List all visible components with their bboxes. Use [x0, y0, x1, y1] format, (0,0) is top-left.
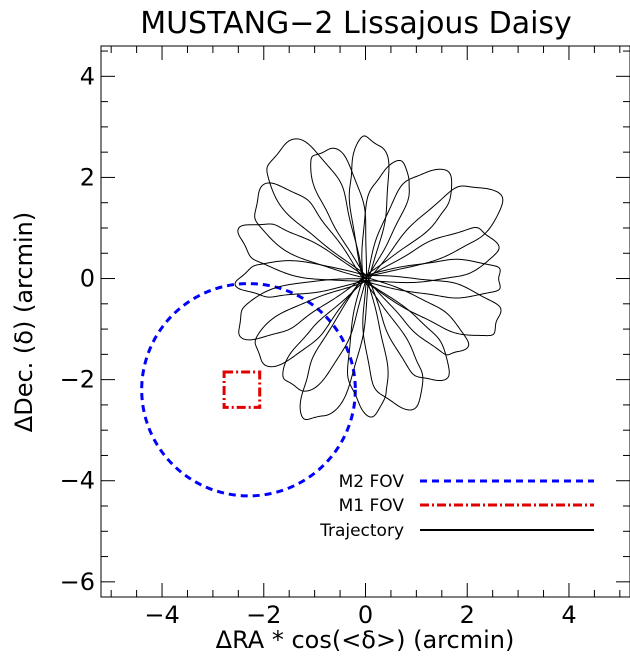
- x-tick-label: 4: [561, 601, 576, 629]
- trajectory-petal: [254, 275, 368, 368]
- trajectory-petal: [364, 275, 502, 337]
- plot-area: [140, 135, 504, 498]
- x-tick-label: −2: [246, 601, 281, 629]
- trajectory-petal: [238, 278, 369, 341]
- trajectory-petal: [362, 275, 424, 411]
- legend-label: Trajectory: [319, 521, 404, 541]
- m1-fov-box: [222, 370, 262, 409]
- m2-fov-circle: [140, 282, 357, 498]
- trajectory-petal: [363, 276, 470, 356]
- y-tick-label: 2: [80, 163, 95, 191]
- trajectory-petal: [347, 276, 389, 418]
- legend-label: M1 FOV: [339, 496, 405, 516]
- trajectory-petal: [266, 138, 368, 281]
- trajectory-petal: [310, 147, 368, 282]
- trajectory-petal: [237, 223, 367, 282]
- y-tick-label: 0: [80, 265, 95, 293]
- trajectory-petal: [365, 258, 501, 299]
- y-axis-label: ΔDec. (δ) (arcmin): [10, 212, 38, 432]
- x-tick-label: 2: [460, 601, 475, 629]
- y-tick-label: −2: [60, 366, 95, 394]
- trajectory-petal: [362, 277, 450, 382]
- axis-tick-labels: −4 −2 0 2 4 −6 −4 −2 0 2 4: [60, 62, 577, 629]
- trajectory-petal: [299, 278, 370, 421]
- trajectory-petal: [348, 135, 390, 280]
- trajectory-petal: [362, 227, 500, 284]
- x-tick-label: 0: [358, 601, 373, 629]
- y-tick-label: −4: [60, 467, 95, 495]
- trajectory-petal: [282, 275, 368, 392]
- chart-legend: M2 FOV M1 FOV Trajectory: [319, 472, 594, 541]
- axis-ticks: [101, 46, 630, 597]
- trajectory-petal: [234, 260, 368, 298]
- legend-label: M2 FOV: [339, 472, 405, 492]
- trajectory-petal: [362, 185, 504, 281]
- trajectory-petal: [364, 168, 453, 282]
- trajectory-petal: [254, 182, 369, 280]
- x-tick-label: −4: [144, 601, 179, 629]
- y-tick-label: −6: [60, 568, 95, 596]
- chart-title: MUSTANG−2 Lissajous Daisy: [140, 6, 572, 41]
- x-axis-label: ΔRA * cos(<δ>) (arcmin): [216, 626, 515, 654]
- y-tick-label: 4: [80, 62, 95, 90]
